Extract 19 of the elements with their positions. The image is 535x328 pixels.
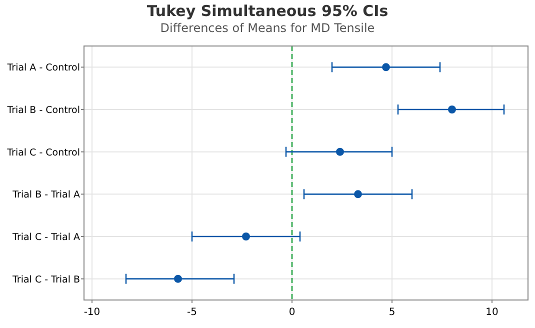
chart-subtitle: Differences of Means for MD Tensile (160, 21, 375, 35)
point (448, 106, 456, 114)
x-tick-label: -5 (187, 307, 197, 318)
point (382, 63, 390, 72)
y-tick-label: Trial A - Control (6, 62, 80, 74)
y-tick-label: Trial C - Trial B (12, 274, 80, 286)
x-tick-label: 5 (388, 307, 396, 318)
x-tick-label: 0 (288, 307, 296, 318)
y-tick-label: Trial B - Trial A (12, 190, 80, 201)
point (242, 232, 250, 240)
x-tick-label: 10 (486, 307, 498, 318)
point (174, 274, 182, 283)
point (336, 148, 344, 156)
y-tick-label: Trial B - Control (6, 105, 80, 116)
point (354, 190, 362, 198)
chart-title: Tukey Simultaneous 95% CIs (146, 2, 388, 20)
y-tick-label: Trial C - Control (6, 147, 80, 158)
y-tick-label: Trial C - Trial A (12, 232, 80, 243)
x-tick-label: -10 (84, 307, 100, 318)
